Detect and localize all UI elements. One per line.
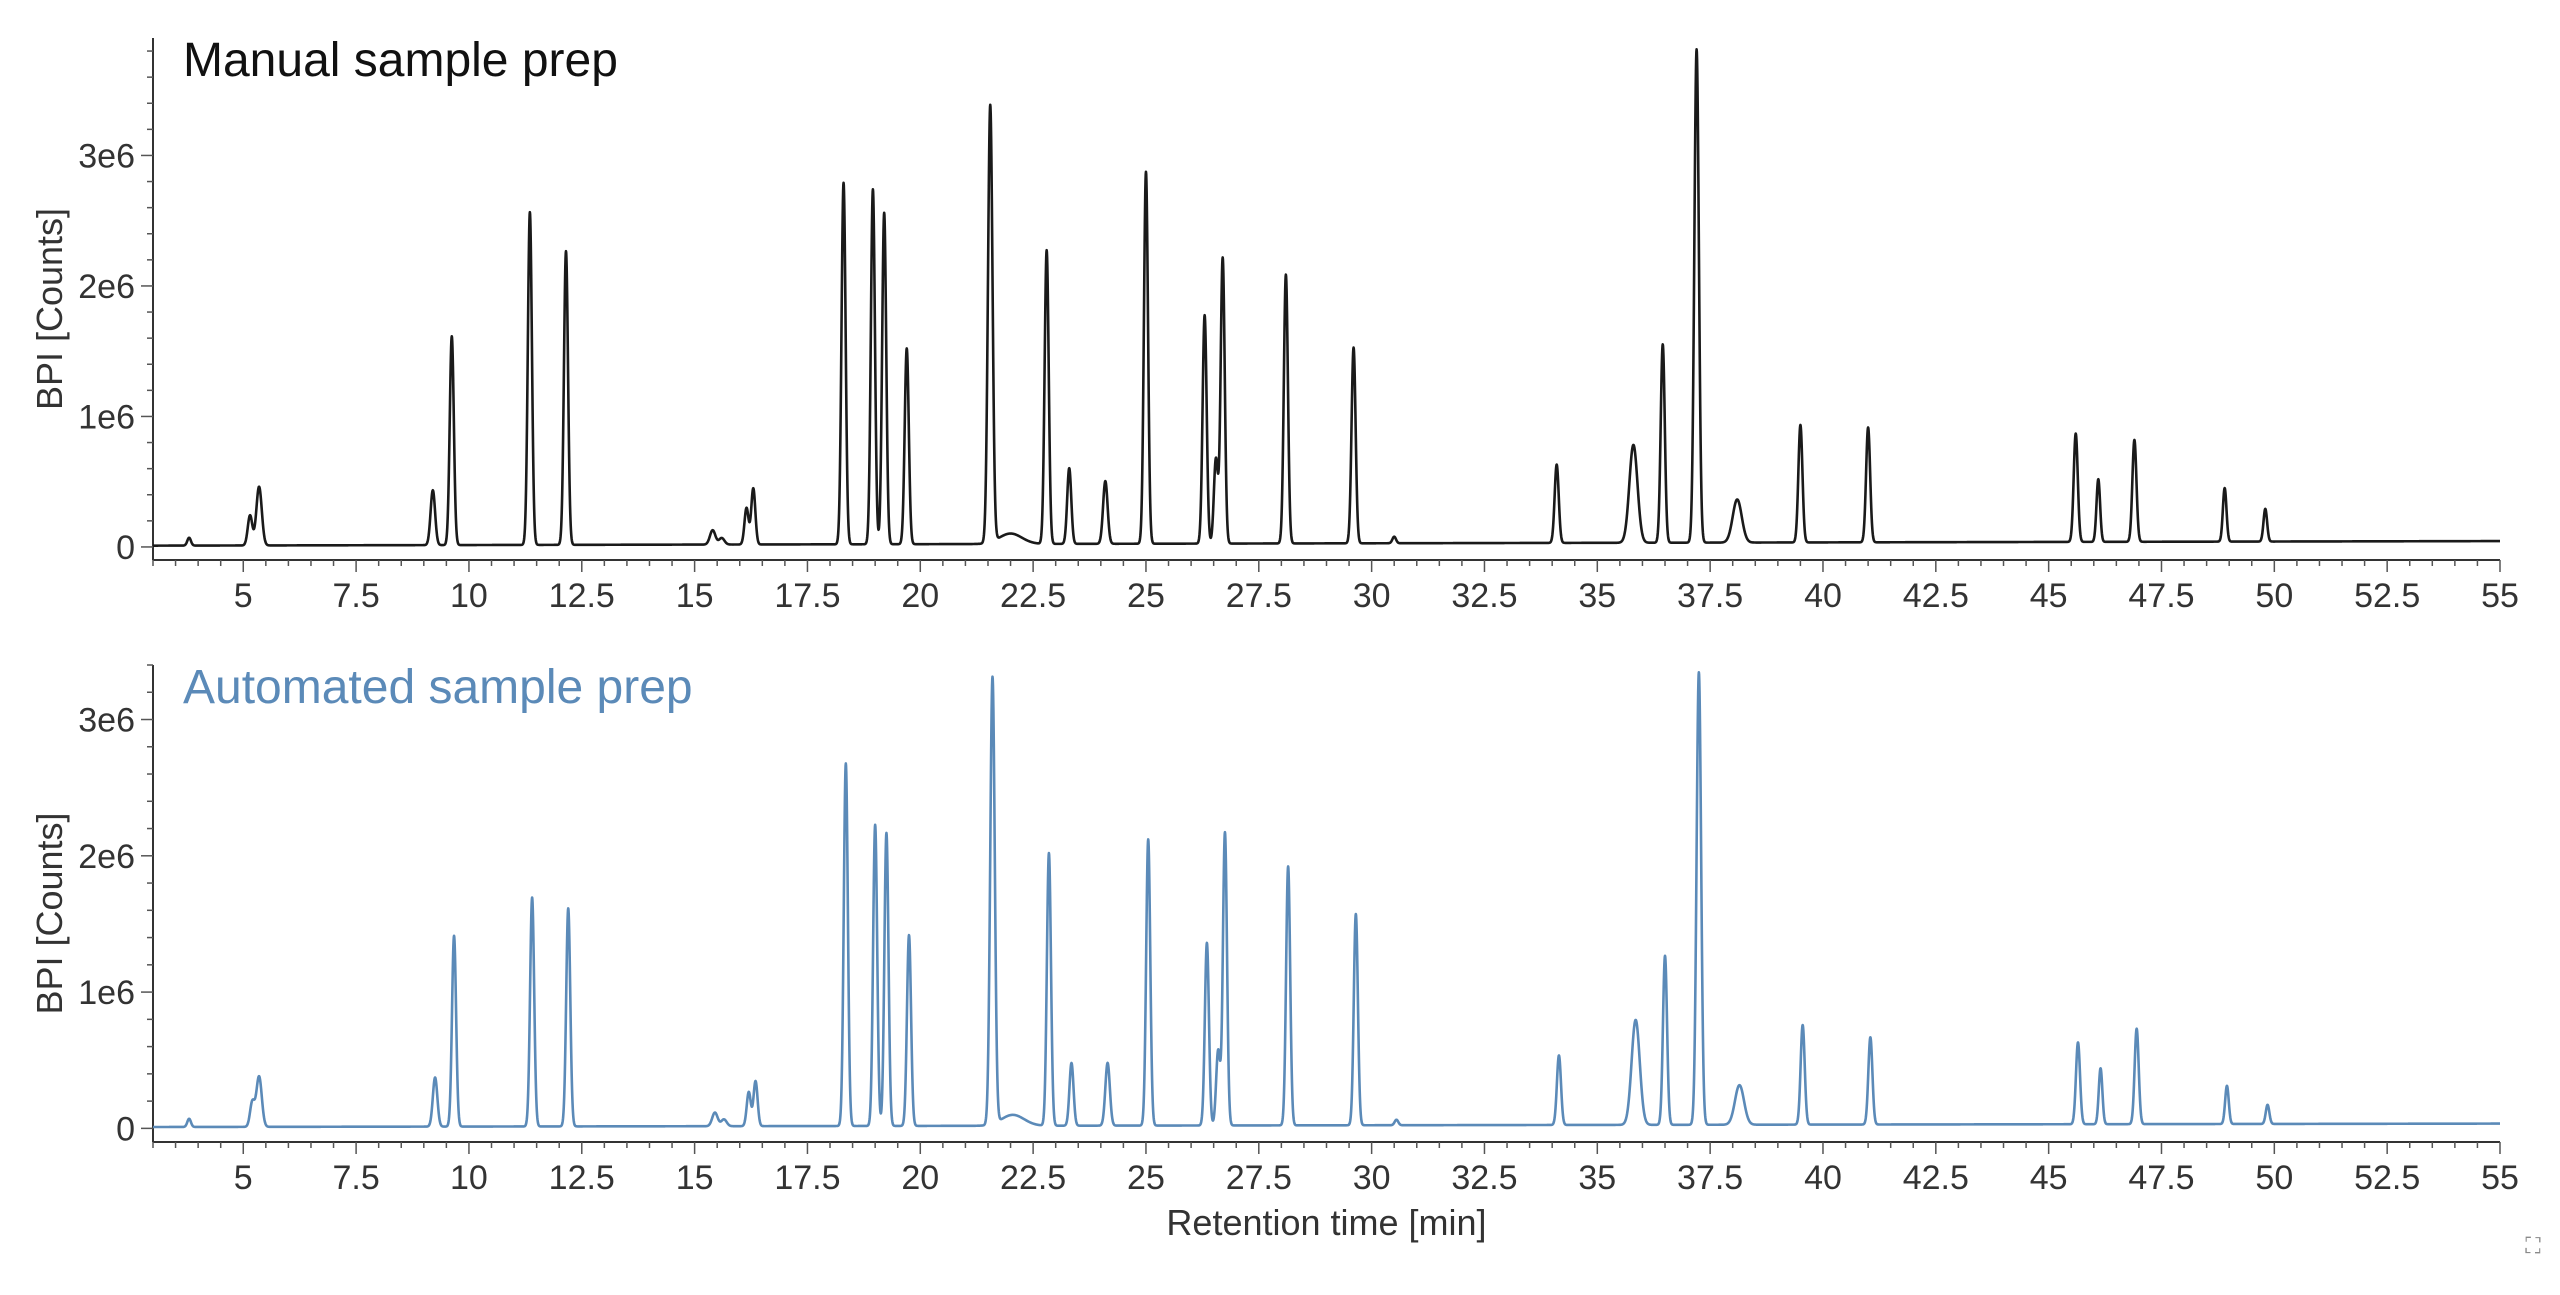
x-tick-label: 12.5 xyxy=(549,577,615,615)
x-tick-label: 10 xyxy=(450,577,488,615)
x-tick-label: 12.5 xyxy=(549,1159,615,1197)
x-tick-label: 40 xyxy=(1804,577,1842,615)
x-tick-label: 45 xyxy=(2030,1159,2068,1197)
manual-prep-panel: 5 7.5 10 12.5 15 17.5 20 22.5 25 27.5 30 32.5 35 37.5… xyxy=(29,34,2519,615)
x-tick-label: 20 xyxy=(901,1159,939,1197)
x-tick-label: 17.5 xyxy=(774,1159,840,1197)
automated-prep-panel: 5 7.5 10 12.5 15 17.5 20 22.5 25 27.5 30 32.5 35 37.5… xyxy=(29,661,2519,1243)
x-axis-title: Retention time [min] xyxy=(1166,1202,1486,1243)
x-tick-label: 50 xyxy=(2255,577,2293,615)
y-tick-label: 2e6 xyxy=(78,838,135,876)
x-tick-label: 42.5 xyxy=(1903,577,1969,615)
x-tick-label: 17.5 xyxy=(774,577,840,615)
y-tick-label: 1e6 xyxy=(78,398,135,436)
x-tick-label: 22.5 xyxy=(1000,1159,1066,1197)
x-tick-label: 37.5 xyxy=(1677,577,1743,615)
chromatogram-trace xyxy=(151,671,2502,1129)
y-axis-title: BPI [Counts] xyxy=(29,812,70,1014)
x-tick-label: 52.5 xyxy=(2354,1159,2420,1197)
x-tick-label: 32.5 xyxy=(1451,577,1517,615)
x-tick-label: 55 xyxy=(2481,577,2519,615)
x-tick-label: 5 xyxy=(234,1159,253,1197)
y-tick-label: 2e6 xyxy=(78,268,135,306)
y-tick-label: 0 xyxy=(116,1110,135,1148)
x-tick-label: 50 xyxy=(2255,1159,2293,1197)
x-tick-label: 15 xyxy=(676,577,714,615)
x-tick-label: 22.5 xyxy=(1000,577,1066,615)
x-tick-label: 25 xyxy=(1127,1159,1165,1197)
x-tick-label: 32.5 xyxy=(1451,1159,1517,1197)
x-tick-label: 30 xyxy=(1353,1159,1391,1197)
y-axis-title: BPI [Counts] xyxy=(29,208,70,410)
x-tick-label: 52.5 xyxy=(2354,577,2420,615)
panel-title: Automated sample prep xyxy=(183,661,693,714)
chromatogram-trace xyxy=(151,48,2502,547)
x-tick-label: 27.5 xyxy=(1226,577,1292,615)
x-tick-label: 5 xyxy=(234,577,253,615)
x-tick-label: 10 xyxy=(450,1159,488,1197)
x-tick-label: 15 xyxy=(676,1159,714,1197)
x-tick-label: 30 xyxy=(1353,577,1391,615)
x-tick-label: 7.5 xyxy=(332,577,379,615)
x-tick-label: 20 xyxy=(901,577,939,615)
x-tick-label: 47.5 xyxy=(2128,1159,2194,1197)
x-tick-label: 27.5 xyxy=(1226,1159,1292,1197)
x-tick-label: 42.5 xyxy=(1903,1159,1969,1197)
y-tick-label: 1e6 xyxy=(78,974,135,1012)
y-tick-label: 0 xyxy=(116,529,135,567)
x-tick-label: 40 xyxy=(1804,1159,1842,1197)
x-tick-label: 7.5 xyxy=(332,1159,379,1197)
y-tick-label: 3e6 xyxy=(78,137,135,175)
x-tick-label: 47.5 xyxy=(2128,577,2194,615)
x-tick-label: 37.5 xyxy=(1677,1159,1743,1197)
x-tick-label: 45 xyxy=(2030,577,2068,615)
x-tick-label: 35 xyxy=(1578,577,1616,615)
x-tick-label: 35 xyxy=(1578,1159,1616,1197)
y-tick-label: 3e6 xyxy=(78,702,135,740)
x-tick-label: 55 xyxy=(2481,1159,2519,1197)
panel-title: Manual sample prep xyxy=(183,34,618,87)
x-tick-label: 25 xyxy=(1127,577,1165,615)
expand-icon[interactable]: ⛶ xyxy=(2525,1233,2541,1258)
